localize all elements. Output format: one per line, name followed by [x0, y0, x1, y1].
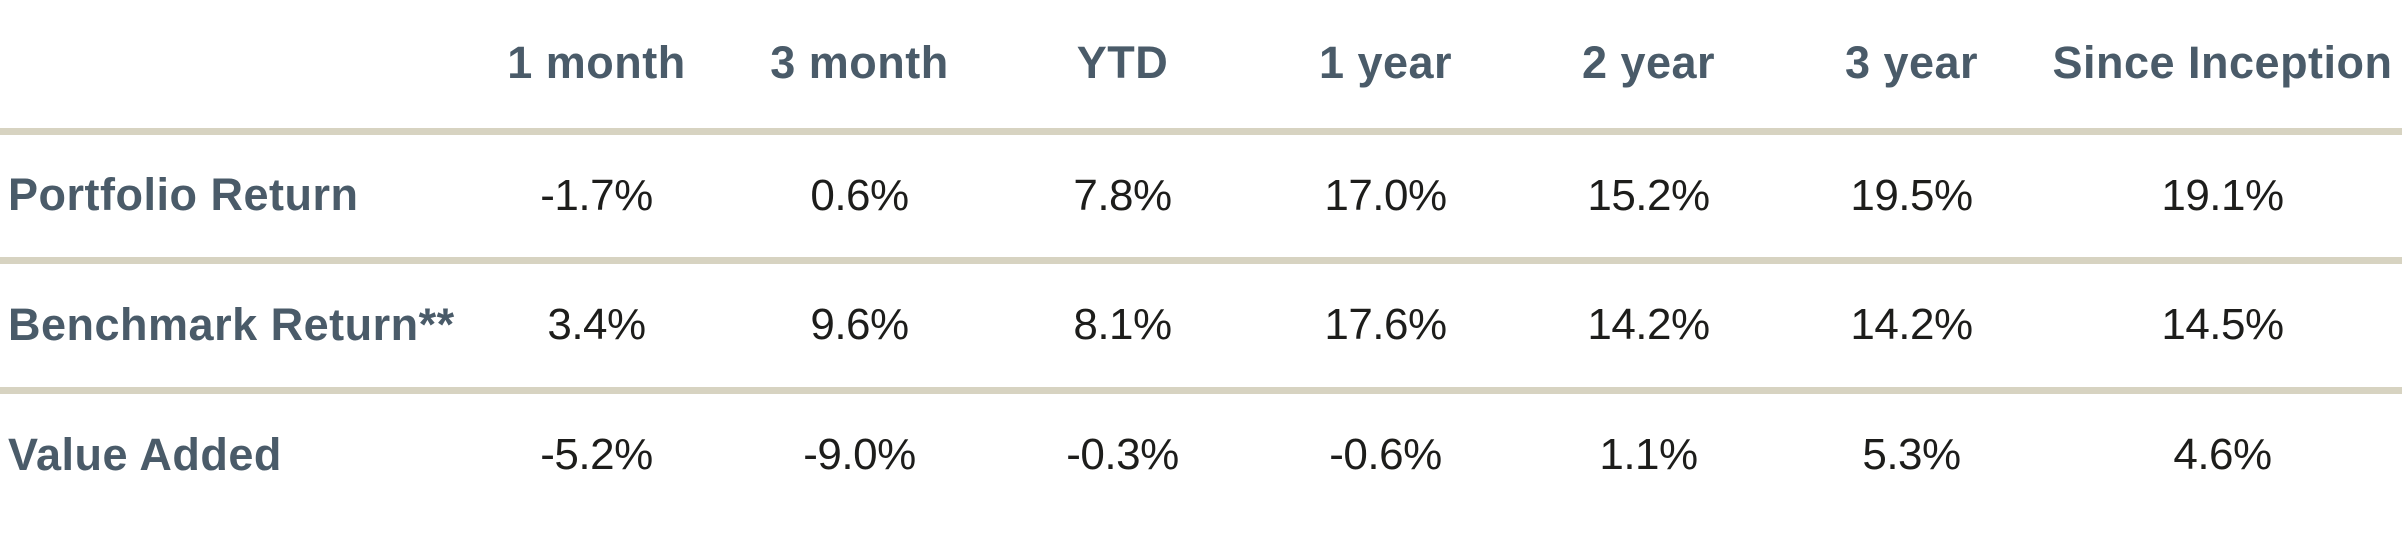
- cell-value: -9.0%: [803, 430, 916, 480]
- table-row-value-added: Value Added -5.2% -9.0% -0.3% -0.6% 1.1%…: [0, 390, 2402, 517]
- cell-value: -1.7%: [465, 131, 728, 264]
- cell-value: 19.1%: [2043, 131, 2402, 264]
- cell-value: 5.3%: [1862, 430, 1961, 480]
- row-label-portfolio-return: Portfolio Return: [0, 131, 465, 264]
- cell-value: -0.3%: [1066, 430, 1179, 480]
- row-label-benchmark-return: Benchmark Return**: [0, 260, 465, 394]
- cell-value: 7.8%: [991, 131, 1254, 264]
- corner-cell: [0, 0, 465, 135]
- cell-value: 0.6%: [728, 131, 991, 264]
- column-header-ytd: YTD: [991, 0, 1254, 135]
- cell-value: -0.6%: [1329, 430, 1442, 480]
- cell-value: 14.2%: [1780, 260, 2043, 394]
- cell-value: 3.4%: [465, 260, 728, 394]
- cell-value: 15.2%: [1517, 131, 1780, 264]
- column-header-since-inception: Since Inception: [2043, 0, 2402, 135]
- cell-value: 14.5%: [2043, 260, 2402, 394]
- cell-value: 4.6%: [2173, 430, 2272, 480]
- table-row-portfolio-return: Portfolio Return -1.7% 0.6% 7.8% 17.0% 1…: [0, 131, 2402, 264]
- table-body: Portfolio Return -1.7% 0.6% 7.8% 17.0% 1…: [0, 131, 2402, 517]
- header-row: 1 month 3 month YTD 1 year 2 year 3 year…: [0, 0, 2402, 135]
- cell-value: 19.5%: [1780, 131, 2043, 264]
- cell-value: 8.1%: [991, 260, 1254, 394]
- row-label-value-added: Value Added: [8, 428, 282, 480]
- column-header-1-year: 1 year: [1254, 0, 1517, 135]
- column-header-1-month: 1 month: [465, 0, 728, 135]
- performance-returns-table: 1 month 3 month YTD 1 year 2 year 3 year…: [0, 0, 2402, 517]
- column-header-2-year: 2 year: [1517, 0, 1780, 135]
- column-header-3-year: 3 year: [1780, 0, 2043, 135]
- cell-value: 17.0%: [1254, 131, 1517, 264]
- cell-value: 17.6%: [1254, 260, 1517, 394]
- cell-value: 1.1%: [1599, 430, 1698, 480]
- column-header-3-month: 3 month: [728, 0, 991, 135]
- cell-value: 14.2%: [1517, 260, 1780, 394]
- table-header: 1 month 3 month YTD 1 year 2 year 3 year…: [0, 0, 2402, 135]
- cell-value: -5.2%: [540, 430, 653, 480]
- table-row-benchmark-return: Benchmark Return** 3.4% 9.6% 8.1% 17.6% …: [0, 260, 2402, 394]
- cell-value: 9.6%: [728, 260, 991, 394]
